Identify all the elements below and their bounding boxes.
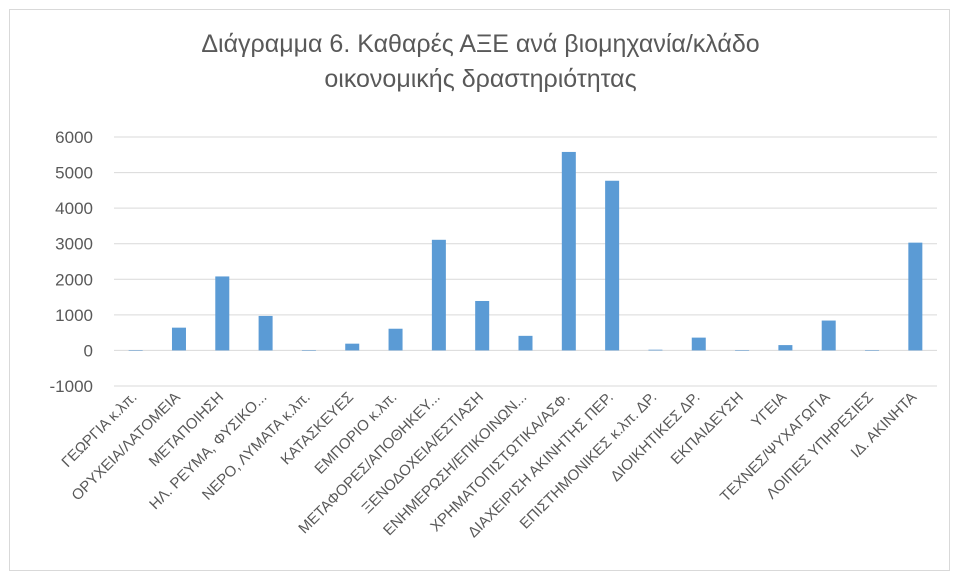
bar [865,350,880,351]
bar [821,320,836,351]
chart-frame [9,9,950,571]
bar [561,151,576,351]
y-tick-label: 0 [84,341,93,360]
bar [388,328,403,351]
y-tick-label: -1000 [50,377,93,396]
bar [215,276,230,351]
y-tick-label: 2000 [55,270,93,289]
bar [605,180,620,351]
bar [908,242,923,351]
bar [431,239,446,351]
gridlines [114,136,937,387]
bar [128,350,143,351]
bar [691,337,706,351]
x-category-label: ΜΕΤΑΠΟΙΗΣΗ [146,389,227,470]
bar [258,315,273,351]
bar [301,350,316,351]
bar [778,345,793,351]
bars [128,151,923,351]
y-tick-label: 6000 [55,128,93,147]
y-tick-label: 3000 [55,235,93,254]
bar [475,300,490,351]
bar [735,350,750,351]
chart-title: Διάγραμμα 6. Καθαρές ΑΞΕ ανά βιομηχανία/… [0,27,961,97]
x-axis: ΓΕΩΡΓΙΑ κ.λπ.ΟΡΥΧΕΙΑ/ΛΑΤΟΜΕΙΑΜΕΤΑΠΟΙΗΣΗΗ… [58,389,920,541]
bar [345,343,360,351]
y-tick-label: 5000 [55,164,93,183]
bar [518,335,533,351]
chart-title-line-1: Διάγραμμα 6. Καθαρές ΑΞΕ ανά βιομηχανία/… [201,30,760,58]
chart-title-line-2: οικονομικής δραστηριότητας [324,65,637,93]
x-category-label: ΓΕΩΡΓΙΑ κ.λπ. [58,389,140,471]
y-axis: -1000 0 1000 2000 3000 4000 5000 6000 [50,128,93,396]
y-tick-label: 4000 [55,199,93,218]
x-category-label: ΥΓΕΙΑ [748,389,790,431]
bar [648,349,663,351]
y-tick-label: 1000 [55,306,93,325]
bar [171,327,186,351]
